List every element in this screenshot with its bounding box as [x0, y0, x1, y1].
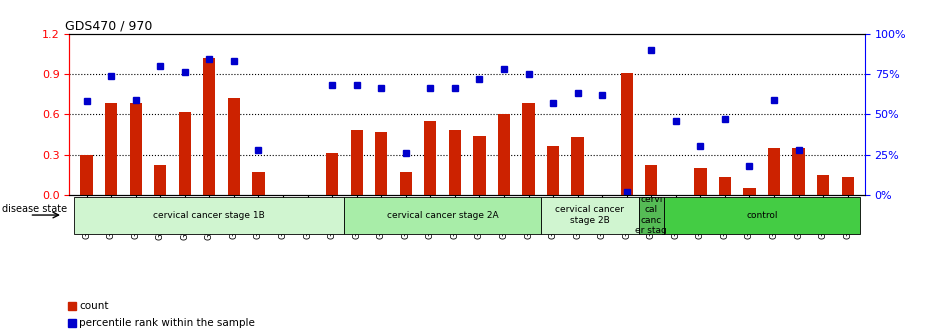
FancyBboxPatch shape [639, 197, 663, 234]
Bar [204, 58, 216, 195]
Bar [498, 114, 510, 195]
Bar [179, 112, 191, 195]
Text: cervi
cal
canc
er stag: cervi cal canc er stag [635, 195, 667, 235]
Bar [645, 165, 658, 195]
Text: cervical cancer
stage 2B: cervical cancer stage 2B [555, 205, 624, 225]
FancyBboxPatch shape [344, 197, 541, 234]
Bar [621, 73, 633, 195]
Bar [744, 188, 756, 195]
Text: percentile rank within the sample: percentile rank within the sample [80, 318, 255, 328]
Bar [842, 177, 854, 195]
Bar [105, 103, 117, 195]
Bar [375, 132, 388, 195]
Bar [719, 177, 731, 195]
Bar [253, 172, 265, 195]
Bar [793, 148, 805, 195]
Bar [130, 103, 142, 195]
FancyBboxPatch shape [663, 197, 860, 234]
Text: cervical cancer stage 1B: cervical cancer stage 1B [154, 211, 265, 219]
Bar [326, 153, 339, 195]
Bar [228, 98, 240, 195]
Bar [449, 130, 461, 195]
Bar [547, 146, 560, 195]
Text: count: count [80, 301, 109, 311]
Bar [154, 165, 166, 195]
Text: control: control [746, 211, 778, 219]
Bar [572, 137, 584, 195]
Text: disease state: disease state [2, 205, 67, 214]
Text: cervical cancer stage 2A: cervical cancer stage 2A [387, 211, 499, 219]
FancyBboxPatch shape [541, 197, 639, 234]
Text: GDS470 / 970: GDS470 / 970 [66, 19, 153, 33]
Bar [80, 155, 92, 195]
FancyBboxPatch shape [74, 197, 344, 234]
Bar [768, 148, 780, 195]
Bar [523, 103, 535, 195]
Bar [695, 168, 707, 195]
Bar [474, 136, 486, 195]
Bar [400, 172, 412, 195]
Bar [817, 175, 830, 195]
Bar [351, 130, 363, 195]
Bar [425, 121, 437, 195]
